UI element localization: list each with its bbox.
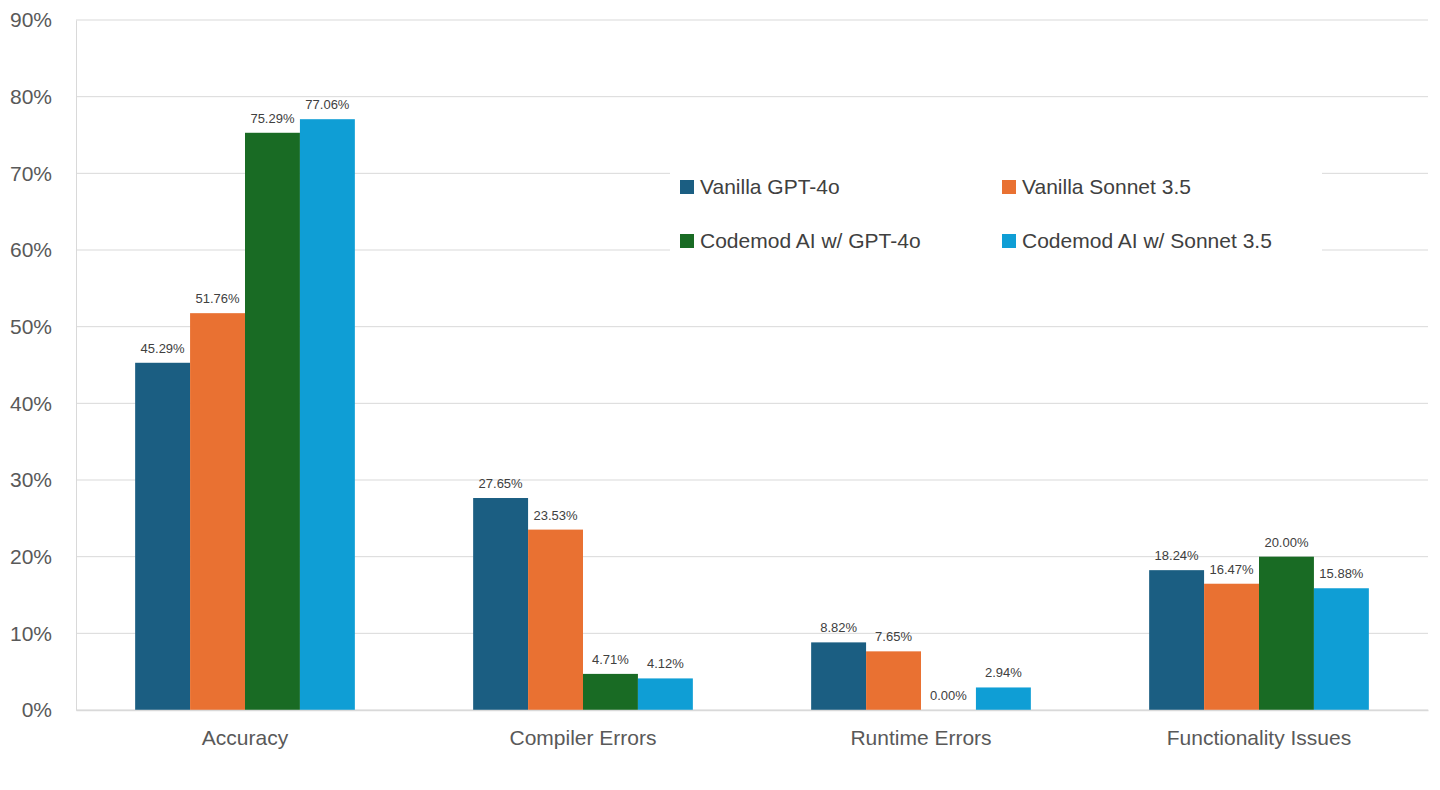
data-label: 23.53% (533, 508, 578, 523)
legend-label: Codemod AI w/ GPT-4o (700, 229, 921, 252)
y-tick-label: 30% (10, 468, 52, 491)
bar (583, 674, 638, 710)
data-label: 0.00% (930, 688, 967, 703)
y-tick-label: 60% (10, 238, 52, 261)
y-tick-label: 20% (10, 545, 52, 568)
y-tick: 60% (10, 238, 76, 261)
bar (135, 363, 190, 710)
x-tick: Functionality Issues (1167, 710, 1351, 749)
grid-line (76, 96, 1428, 97)
y-tick-label: 40% (10, 392, 52, 415)
y-tick-label: 80% (10, 85, 52, 108)
y-tick: 50% (10, 315, 76, 338)
data-label: 7.65% (875, 629, 912, 644)
y-tick: 20% (10, 545, 76, 568)
y-axis: 0% 10% 20% 30% 40% 50% 60% 70% 80% 90% (10, 8, 77, 721)
legend-label: Codemod AI w/ Sonnet 3.5 (1022, 229, 1272, 252)
x-tick-label: Functionality Issues (1167, 726, 1351, 749)
bar (1314, 588, 1369, 710)
y-tick: 10% (10, 622, 76, 645)
data-label: 16.47% (1209, 562, 1254, 577)
data-label: 8.82% (820, 620, 857, 635)
y-tick-label: 50% (10, 315, 52, 338)
data-label: 75.29% (250, 111, 295, 126)
data-label: 51.76% (195, 291, 240, 306)
bar (638, 678, 693, 710)
data-label: 20.00% (1264, 535, 1309, 550)
x-tick-label: Compiler Errors (509, 726, 656, 749)
bars (135, 119, 1369, 710)
data-label: 77.06% (305, 97, 350, 112)
data-labels: 45.29% 27.65% 8.82% 18.24% 51.76% 23.53% 7.65%… (141, 97, 1364, 703)
x-tick-label: Runtime Errors (850, 726, 991, 749)
y-tick: 0% (22, 698, 76, 721)
y-tick-label: 90% (10, 8, 52, 31)
axis-line (77, 710, 1429, 712)
axis-line (76, 21, 77, 711)
legend-label: Vanilla GPT-4o (700, 175, 840, 198)
y-tick: 30% (10, 468, 76, 491)
bar (1259, 557, 1314, 710)
y-tick-label: 70% (10, 162, 52, 185)
y-tick: 70% (10, 162, 76, 185)
y-tick: 40% (10, 392, 76, 415)
grid-line (76, 20, 1428, 21)
legend-swatch (680, 180, 694, 194)
y-tick: 90% (10, 8, 76, 31)
data-label: 2.94% (985, 665, 1022, 680)
y-tick-label: 0% (22, 698, 52, 721)
x-tick-label: Accuracy (202, 726, 289, 749)
bar (300, 119, 355, 710)
bar (190, 313, 245, 710)
data-label: 18.24% (1155, 548, 1200, 563)
bar (976, 687, 1031, 710)
bar (1204, 584, 1259, 710)
data-label: 4.12% (647, 656, 684, 671)
data-label: 4.71% (592, 652, 629, 667)
legend: Vanilla GPT-4o Vanilla Sonnet 3.5 Codemod … (670, 165, 1322, 263)
data-label: 15.88% (1319, 566, 1364, 581)
bar (1149, 570, 1204, 710)
bar (528, 530, 583, 710)
data-label: 27.65% (479, 476, 524, 491)
x-tick: Accuracy (202, 710, 289, 749)
legend-background (670, 165, 1322, 263)
y-tick: 80% (10, 85, 76, 108)
legend-label: Vanilla Sonnet 3.5 (1022, 175, 1191, 198)
legend-swatch (680, 234, 694, 248)
legend-swatch (1002, 180, 1016, 194)
legend-swatch (1002, 234, 1016, 248)
x-tick: Compiler Errors (509, 710, 656, 749)
y-tick-label: 10% (10, 622, 52, 645)
chart: 0% 10% 20% 30% 40% 50% 60% 70% 80% 90% Accuracy Com… (0, 0, 1440, 790)
bar (245, 133, 300, 710)
grid (76, 20, 1428, 710)
bar (473, 498, 528, 710)
bar (811, 642, 866, 710)
x-tick: Runtime Errors (850, 710, 991, 749)
data-label: 45.29% (141, 341, 186, 356)
bar (866, 651, 921, 710)
x-axis: Accuracy Compiler Errors Runtime Errors Fun… (77, 710, 1429, 749)
